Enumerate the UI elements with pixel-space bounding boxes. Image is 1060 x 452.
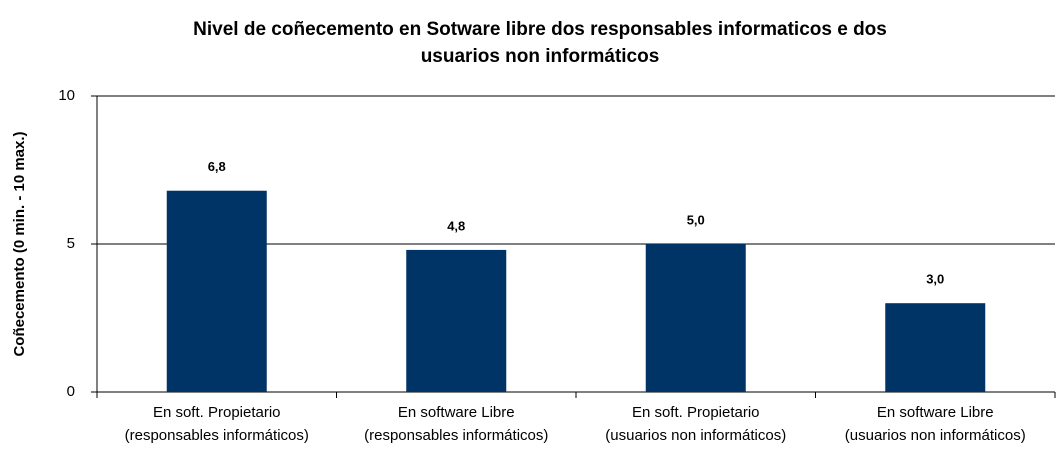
x-tick-label: En software Libre (398, 404, 515, 421)
x-tick-label: (usuarios non informáticos) (845, 427, 1026, 444)
bar (166, 190, 267, 392)
x-tick-label: (usuarios non informáticos) (605, 427, 786, 444)
y-tick-label: 0 (67, 383, 75, 400)
x-tick-label: En software Libre (877, 404, 994, 421)
value-label: 6,8 (208, 159, 226, 174)
x-tick-label: (responsables informáticos) (125, 427, 309, 444)
chart-title: usuarios non informáticos (421, 46, 660, 67)
value-label: 4,8 (447, 218, 465, 233)
value-label: 5,0 (687, 212, 705, 227)
bar (645, 244, 746, 392)
chart-title: Nivel de coñecemento en Sotware libre do… (193, 19, 887, 40)
y-tick-label: 10 (58, 87, 75, 104)
x-tick-label: (responsables informáticos) (364, 427, 548, 444)
x-tick-label: En soft. Propietario (153, 404, 281, 421)
value-label: 3,0 (926, 272, 944, 287)
y-tick-label: 5 (67, 235, 75, 252)
y-axis-label: Coñecemento (0 min. - 10 max.) (11, 131, 28, 356)
x-tick-label: En soft. Propietario (632, 404, 760, 421)
bar (406, 249, 507, 392)
bar (885, 303, 986, 392)
